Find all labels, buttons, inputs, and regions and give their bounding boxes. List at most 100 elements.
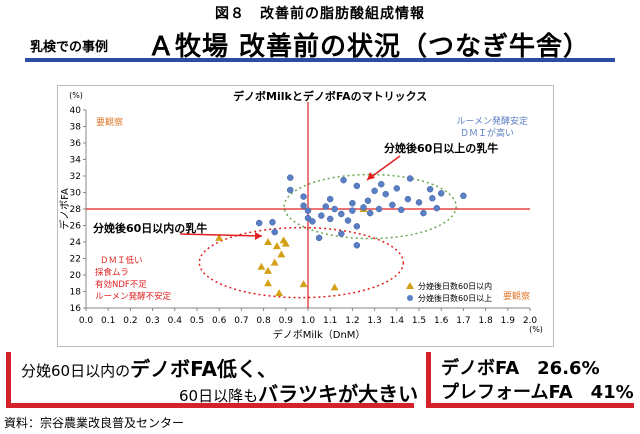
y-tick-label: 26 — [70, 222, 82, 232]
annotation-top-left: 要観察 — [96, 116, 123, 128]
legend-label: 分娩後日数60日以上 — [418, 293, 492, 303]
y-tick-label: 24 — [70, 238, 82, 248]
low-dmi-note: ＤＭＩ低い — [100, 255, 143, 266]
circle-point — [375, 205, 383, 213]
x-tick-label: 1.6 — [434, 316, 449, 326]
x-tick-label: 0.2 — [123, 316, 137, 326]
y-tick-label: 30 — [70, 189, 82, 199]
triangle-point — [257, 262, 266, 270]
circle-point — [349, 199, 356, 207]
x-tick-label: 1.7 — [456, 316, 470, 326]
scatter-chart: 0.0 0.1 0.2 0.3 0.4 0.5 0.6 0.7 0.8 0.9 1.0 1.1 1.2 1… — [58, 89, 543, 341]
circle-point — [353, 223, 361, 230]
summary-left-line2-emphasis: バラツキが大きい — [258, 382, 419, 406]
x-tick-label: 1.4 — [390, 316, 405, 326]
x-tick-label: 0.4 — [168, 316, 183, 326]
triangle-point — [330, 283, 339, 291]
circle-point — [338, 210, 345, 218]
triangle-point — [299, 280, 308, 288]
triangle-point — [272, 242, 281, 250]
x-unit-label: (%) — [529, 325, 543, 334]
circle-point — [382, 190, 389, 198]
circle-point — [326, 215, 334, 223]
x-tick-label: 2.0 — [523, 316, 538, 326]
circle-point — [364, 197, 372, 204]
circle-point — [286, 174, 294, 181]
y-tick-label: 34 — [70, 156, 82, 166]
legend-triangle-marker — [406, 282, 414, 289]
x-tick-label: 0.7 — [234, 316, 248, 326]
x-tick-label: 0.5 — [190, 316, 204, 326]
y-tick-label: 28 — [70, 205, 82, 215]
circle-point — [326, 195, 334, 203]
circle-point — [340, 176, 347, 184]
circle-point — [378, 181, 385, 188]
low-dmi-note: 有効NDF不足 — [95, 279, 147, 290]
y-tick-label: 40 — [70, 106, 82, 116]
circle-point — [300, 202, 307, 209]
annotation-bottom-right: 要観察 — [503, 290, 530, 302]
case-label: 乳検での事例 — [30, 40, 109, 55]
circle-point — [360, 204, 367, 211]
x-axis-title: デノボMilk（DnM） — [273, 328, 366, 341]
summary-left-box: 分娩60日以内のデノボFA低く、 60日以降もバラツキが大きい — [6, 352, 418, 408]
x-tick-label: 1.5 — [412, 316, 426, 326]
arrowhead-within60 — [255, 232, 262, 240]
x-tick-label: 0.8 — [256, 316, 271, 326]
circle-point — [389, 201, 396, 209]
circle-point — [420, 209, 427, 217]
triangle-point — [281, 239, 290, 247]
circle-point — [286, 186, 294, 194]
circle-point — [406, 175, 414, 182]
circle-point — [426, 185, 434, 193]
chart-ticks: 0.0 0.1 0.2 0.3 0.4 0.5 0.6 0.7 0.8 0.9 1.0 1.1 1.2 1… — [58, 91, 543, 341]
circle-point — [397, 206, 405, 214]
triangle-point — [215, 233, 224, 241]
triangle-point — [270, 258, 279, 266]
x-tick-label: 1.2 — [345, 316, 359, 326]
summary-left-line2: 60日以降もバラツキが大きい — [179, 378, 418, 407]
y-tick-label: 32 — [70, 172, 81, 182]
circle-point — [309, 218, 316, 225]
x-tick-label: 0.6 — [212, 316, 227, 326]
title-underline — [25, 58, 615, 62]
x-tick-label: 1.3 — [367, 316, 381, 326]
triangle-point — [264, 266, 273, 274]
source-note: 資料：宗谷農業改良普及センター — [4, 416, 185, 430]
low-dmi-note: 採食ムラ — [95, 267, 129, 278]
x-tick-label: 1.0 — [301, 316, 316, 326]
circle-point — [331, 205, 338, 213]
low-dmi-note: ルーメン発酵不安定 — [95, 291, 172, 302]
green-ellipse — [283, 173, 457, 240]
y-unit-label: (%) — [69, 91, 83, 100]
x-tick-label: 0.9 — [279, 316, 294, 326]
triangle-point — [275, 289, 284, 297]
circle-point — [349, 207, 356, 214]
circle-point — [271, 228, 278, 236]
circle-point — [353, 182, 361, 190]
summary-left-line1: 分娩60日以内のデノボFA低く、 — [21, 353, 277, 382]
circle-point — [338, 230, 345, 237]
circle-point — [304, 214, 312, 222]
circle-point — [404, 195, 412, 203]
circle-point — [318, 212, 325, 219]
arrowhead-over60 — [367, 172, 375, 180]
circle-point — [433, 204, 441, 212]
circle-point — [269, 218, 276, 226]
x-tick-label: 1.1 — [323, 316, 337, 326]
triangle-point — [264, 238, 273, 245]
summary-left-line1-prefix: 分娩60日以内の — [21, 362, 131, 380]
circle-point — [366, 209, 374, 217]
circle-point — [255, 219, 263, 227]
chart-title: デノボMilkとデノボFAのマトリックス — [233, 89, 427, 103]
circle-point — [353, 242, 361, 249]
circle-point — [371, 187, 378, 195]
chart-points — [215, 174, 467, 297]
summary-right-line1: デノボFA 26.6% — [441, 358, 600, 379]
circle-point — [315, 234, 323, 242]
chart-ellipses — [198, 173, 457, 299]
arrow-within60 — [179, 233, 263, 237]
circle-point — [300, 193, 307, 200]
